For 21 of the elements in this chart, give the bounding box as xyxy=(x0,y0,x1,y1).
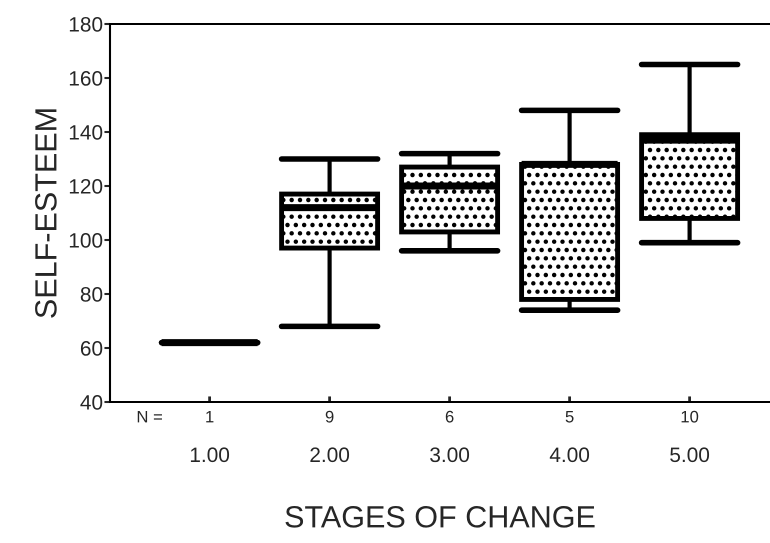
text: 5 xyxy=(566,410,574,423)
text: 1 xyxy=(206,410,214,422)
y-tick-label: 100 xyxy=(70,233,102,248)
y-tick-label: 140 xyxy=(70,125,102,140)
x-tick-label: 2.00 xyxy=(310,447,350,462)
y-tick-label: 60 xyxy=(80,341,102,356)
text: 6 xyxy=(446,410,454,423)
text: 9 xyxy=(326,410,334,423)
x-tick-label: 4.00 xyxy=(550,447,590,462)
y-tick-label: 120 xyxy=(70,179,102,194)
x-tick-label: 1.00 xyxy=(190,447,230,462)
text: 10 xyxy=(682,410,698,423)
y-tick-label: 160 xyxy=(70,71,102,86)
x-axis-title: STAGES OF CHANGE xyxy=(285,506,595,528)
y-tick-label: 180 xyxy=(70,17,102,32)
y-axis-title: SELF-ESTEEM xyxy=(35,109,57,318)
text: N = xyxy=(138,410,162,422)
y-tick-label: 80 xyxy=(80,287,102,302)
x-tick-label: 5.00 xyxy=(670,447,710,462)
y-tick-label: 40 xyxy=(80,395,102,410)
x-tick-label: 3.00 xyxy=(430,447,470,462)
